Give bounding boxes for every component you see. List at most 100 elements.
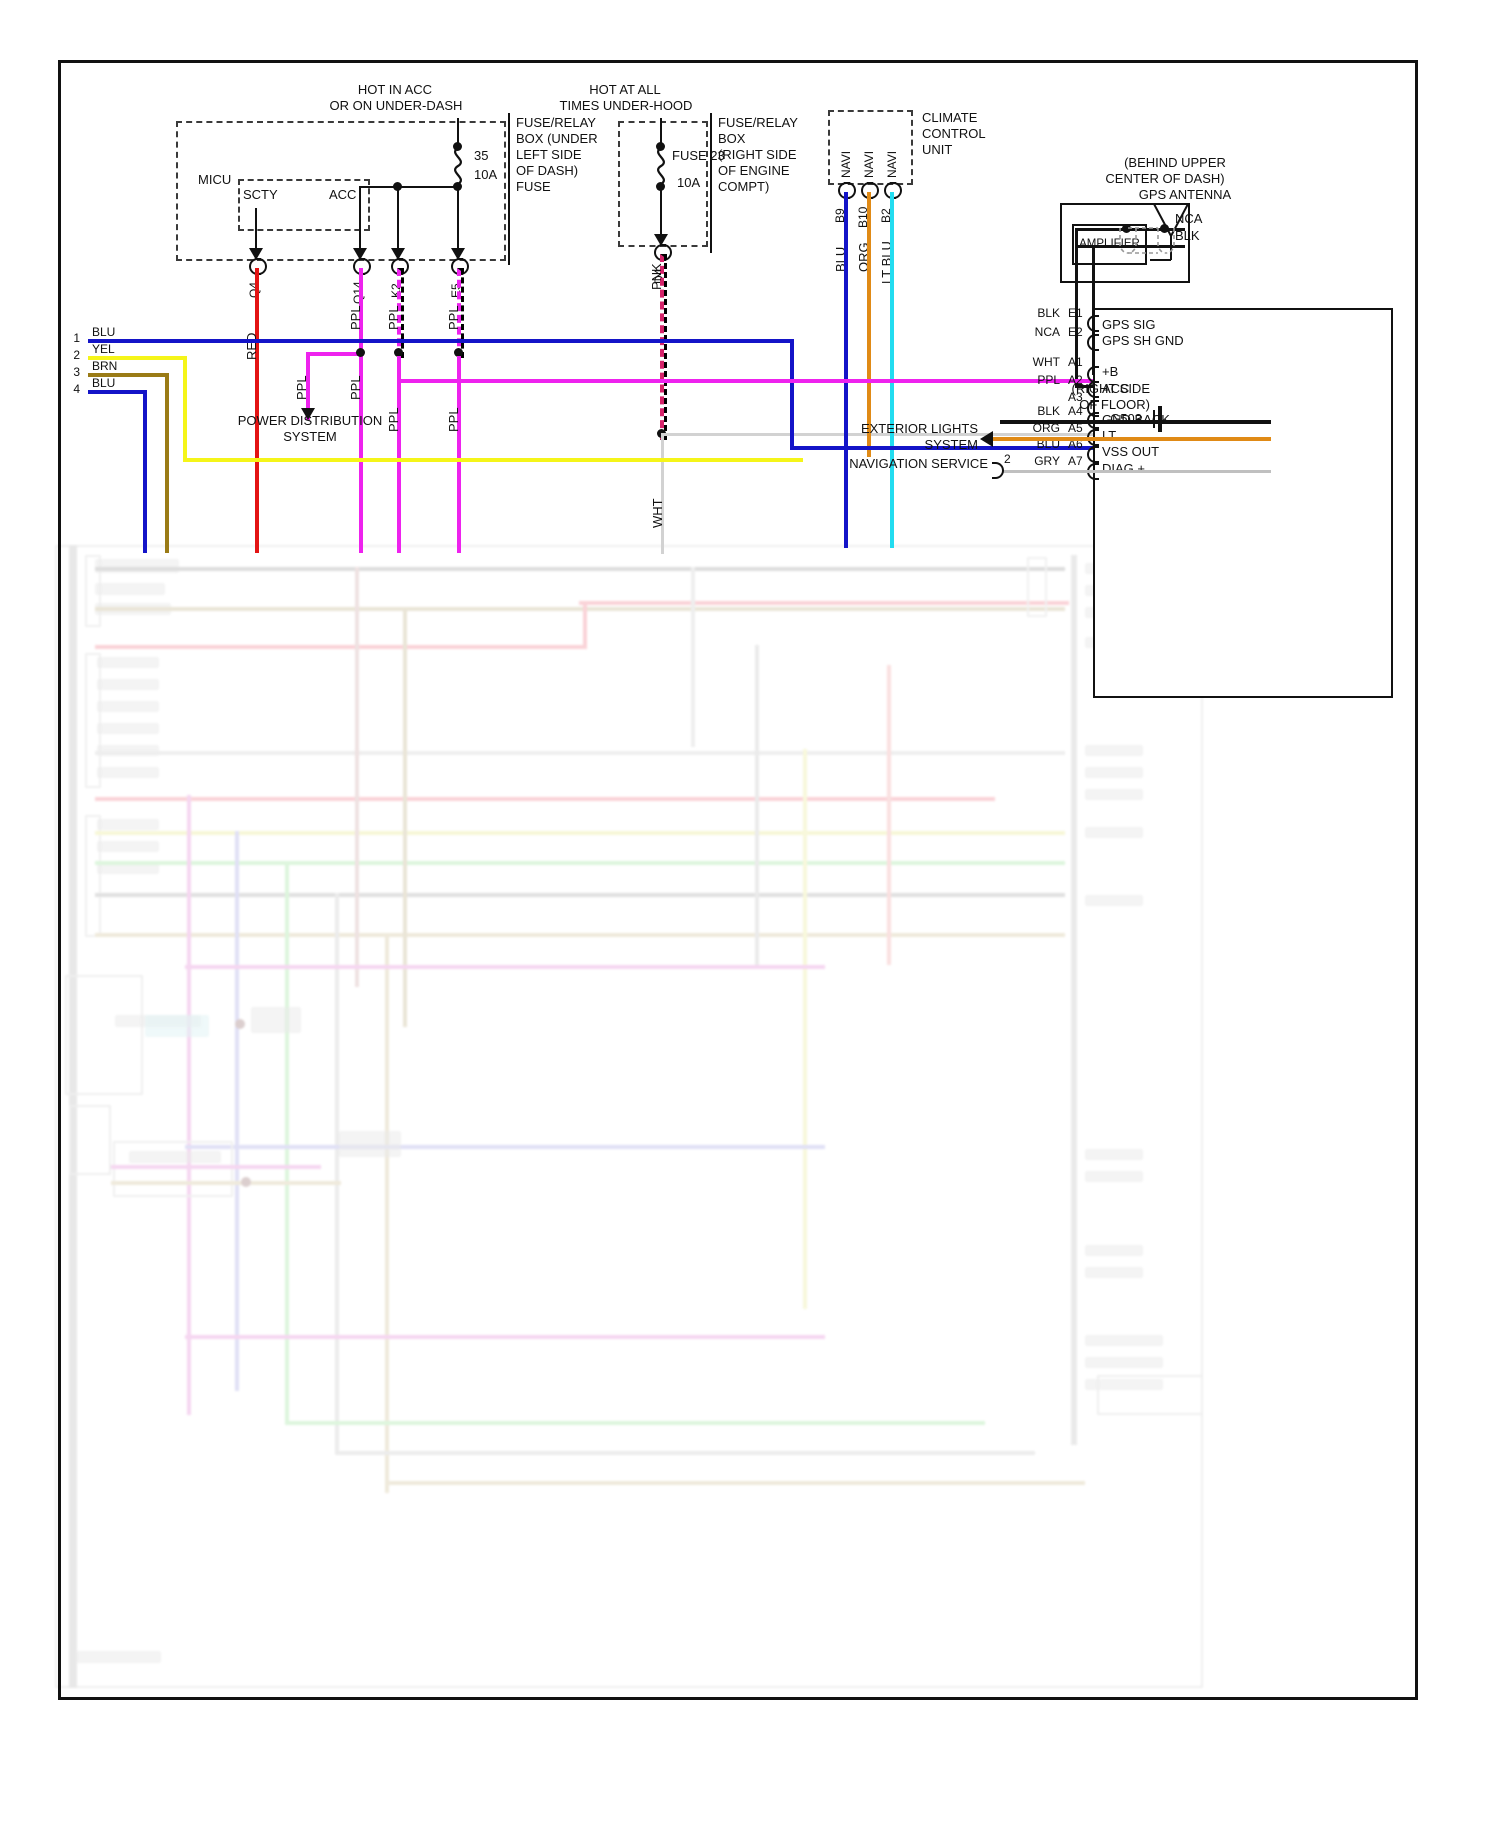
wire-wht-to-a1 [661, 433, 1271, 436]
fuse-35-rating: 10A [474, 167, 498, 182]
ppl-q14-branch-label: PPL [348, 375, 363, 400]
ground-location-1: (RIGHT SIDE [1071, 381, 1151, 396]
wire-ppl-q14 [359, 268, 363, 553]
gps-caption-2: CENTER OF DASH) [1105, 171, 1225, 186]
ccu-caption-1: CLIMATE [922, 110, 978, 125]
wire-blu-pin1 [88, 339, 793, 343]
acc-box-caption-5: FUSE [516, 179, 551, 194]
left-pin-3-number: 3 [73, 365, 80, 379]
wire-ppl-bus-to-acc [397, 379, 1271, 383]
nav-row-0-color: BLK [1037, 306, 1060, 320]
fuse-23-number: FUSE 23 [672, 148, 725, 163]
wire-blu-pin4-drop [143, 390, 147, 553]
navigation-unit-connector-box [1093, 308, 1393, 698]
wire-red-label: RED [244, 332, 259, 360]
left-pin-4-number: 4 [73, 382, 80, 396]
underdash-fuse-relay-box [176, 121, 506, 261]
hot-source-heading-line1: HOT AT ALL [589, 82, 661, 97]
antenna-lead-blk-label: BLK [1175, 228, 1200, 243]
micu-label: MICU [198, 172, 232, 187]
nav-row-0-function: GPS SIG [1102, 317, 1156, 332]
wire-red-q4 [255, 268, 259, 553]
wire-ppl-e5-solid [457, 356, 461, 553]
acc-box-caption-2: BOX (UNDER [516, 131, 598, 146]
nav-row-3-pin: A2 [1068, 373, 1083, 387]
wire-blk-gnd-back [1000, 420, 1271, 424]
exterior-lights-arrow [980, 431, 993, 447]
acc-box-caption-4: OF DASH) [516, 163, 579, 178]
lead-blk-top [1075, 245, 1185, 248]
wire-org-exterior-lights [993, 437, 1271, 441]
acc-source-heading-line2: OR ON UNDER-DASH [329, 98, 463, 113]
wire-pnk-label: PNK [649, 263, 664, 290]
acc-box-caption-3: LEFT SIDE [516, 147, 582, 162]
nav-service-pin: 2 [1004, 452, 1011, 466]
antenna-inline-connector [1119, 227, 1175, 254]
nav-row-6-color: ORG [1032, 421, 1060, 435]
hot-box-caption-5: COMPT) [718, 179, 770, 194]
power-distribution-label-1: POWER DISTRIBUTION [237, 413, 383, 428]
wire-blu-pin1-to-a6 [790, 446, 1271, 450]
wire-yel-pin2-bottom [183, 458, 803, 462]
ccu-terminal-1-name: NAVI [862, 150, 876, 178]
nav-row-3-color: PPL [1037, 373, 1060, 387]
ground-label: G503 [1110, 411, 1142, 426]
fuse-23-rating: 10A [677, 175, 701, 190]
wire-blu-b9 [844, 192, 848, 548]
wire-wht-label: WHT [650, 498, 665, 528]
hot-box-caption-2: BOX [718, 131, 746, 146]
wire-ltblu-b2 [890, 192, 894, 548]
ppl-branch-label: PPL [294, 375, 309, 400]
wire-blu-pin4 [88, 390, 146, 394]
nav-row-2-color: WHT [1032, 355, 1060, 369]
nav-row-8-function: DIAG + [1102, 461, 1145, 476]
left-pin-1-color: BLU [92, 325, 116, 339]
nav-row-5-pin: A4 [1068, 404, 1083, 418]
fuse-35-number: 35 [474, 148, 489, 163]
nav-row-8-color: GRY [1034, 454, 1060, 468]
ground-location-2: OF FLOOR) [1079, 397, 1150, 412]
nav-row-2-pin: A1 [1068, 355, 1083, 369]
gps-antenna-icon [1150, 203, 1190, 261]
hot-box-caption-4: OF ENGINE [718, 163, 790, 178]
splice-k2 [394, 348, 403, 357]
ppl-branch-horizontal [306, 352, 362, 356]
wire-ppl-k2-solid [397, 356, 401, 553]
wire-ppl-e5-label-bottom: PPL [446, 407, 461, 432]
ppl-branch-vertical [306, 352, 310, 420]
nav-service-connector-cup [992, 462, 1004, 479]
hot-source-heading-line2: TIMES UNDER-HOOD [559, 98, 693, 113]
left-pin-1-number: 1 [73, 331, 80, 345]
gps-caption-1: (BEHIND UPPER [1124, 155, 1226, 170]
wire-ppl-e5-label-top: PPL [446, 305, 461, 330]
exterior-lights-label-1: EXTERIOR LIGHTS [860, 421, 978, 436]
ccu-terminal-0-name: NAVI [839, 150, 853, 178]
power-distribution-label-2: SYSTEM [283, 429, 337, 444]
wire-org-b10 [867, 192, 871, 457]
nav-row-6-function: LT [1102, 428, 1117, 443]
ground-g503-icon [1153, 406, 1162, 432]
nav-row-1-function: GPS SH GND [1102, 333, 1184, 348]
nav-row-7-function: VSS OUT [1102, 444, 1160, 459]
nav-row-1-color: NCA [1034, 325, 1060, 339]
ccu-caption-3: UNIT [922, 142, 953, 157]
nav-row-8-pin: A7 [1068, 454, 1083, 468]
wire-ppl-q14-label: PPL [348, 305, 363, 330]
nav-row-5-color: BLK [1037, 404, 1060, 418]
wire-gry-nav-service [1003, 470, 1271, 473]
nav-row-4-pin: A3 [1068, 390, 1083, 404]
wire-blu-pin1-drop [790, 339, 794, 449]
coax-nca-vertical [1075, 228, 1078, 388]
power-distribution-arrow [301, 408, 315, 420]
wire-brn-pin3-drop [165, 373, 169, 553]
wire-brn-pin3 [88, 373, 168, 377]
micu-box [238, 179, 370, 231]
splice-e5 [454, 348, 463, 357]
left-pin-2-number: 2 [73, 348, 80, 362]
nav-row-0-pin: E1 [1068, 306, 1083, 320]
acc-source-heading-line1: HOT IN ACC [357, 82, 433, 97]
nav-row-6-pin: A5 [1068, 421, 1083, 435]
fuse-35-symbol [454, 148, 462, 184]
